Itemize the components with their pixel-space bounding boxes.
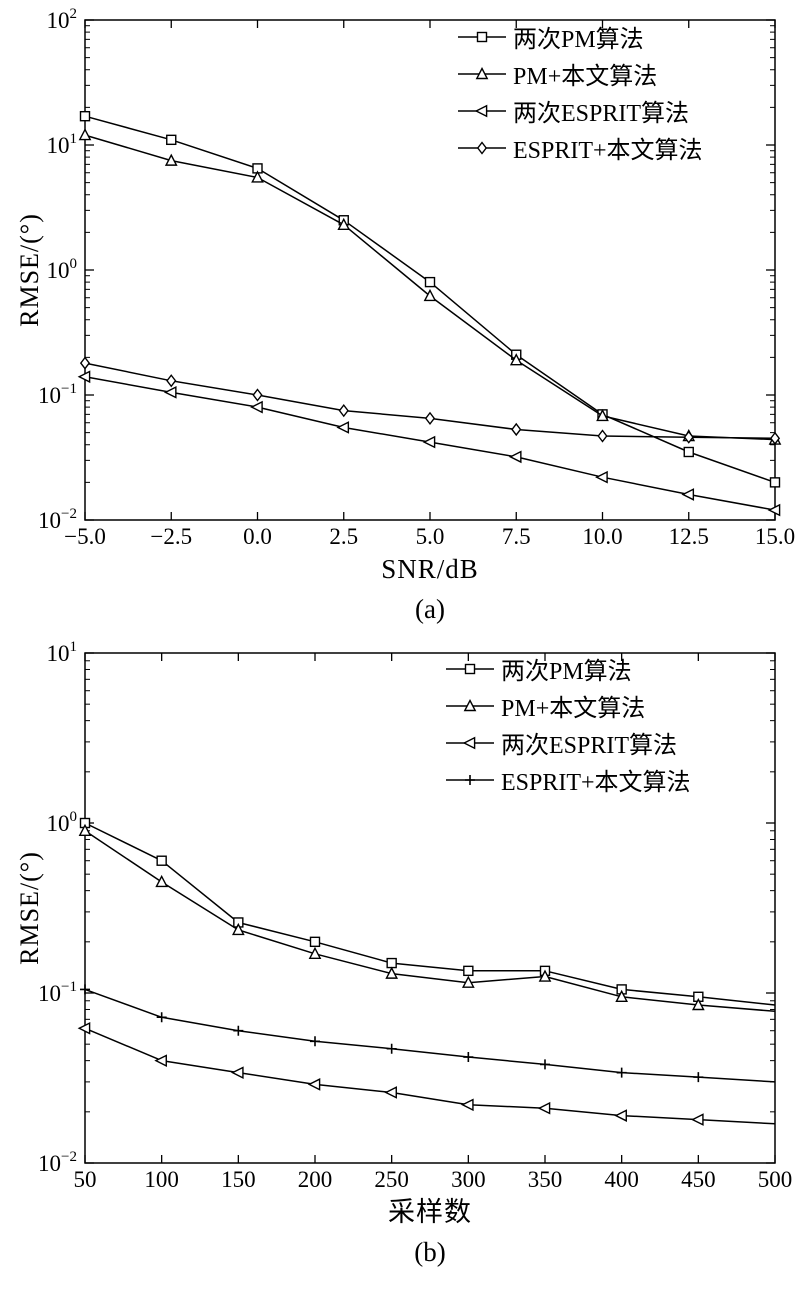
- svg-text:101: 101: [47, 639, 78, 666]
- svg-text:200: 200: [298, 1167, 333, 1192]
- svg-text:250: 250: [374, 1167, 409, 1192]
- legend-a: 两次PM算法 PM+本文算法 两次ESPRIT算法 ESPRIT+本文算法: [456, 20, 703, 168]
- diamond-marker-icon: [458, 140, 506, 155]
- svg-text:100: 100: [47, 809, 78, 836]
- left-triangle-marker-icon: [458, 104, 506, 117]
- svg-text:10−2: 10−2: [38, 1149, 77, 1176]
- square-marker-icon: [458, 31, 506, 42]
- subfigure-caption-b: (b): [414, 1237, 446, 1267]
- x-axis-label-b: 采样数: [388, 1197, 472, 1227]
- triangle-marker-icon: [458, 66, 506, 79]
- svg-text:−2.5: −2.5: [150, 524, 192, 549]
- svg-text:0.0: 0.0: [243, 524, 272, 549]
- legend-item: ESPRIT+本文算法: [444, 763, 691, 796]
- svg-text:500: 500: [758, 1167, 793, 1192]
- left-triangle-marker-icon: [446, 736, 494, 749]
- legend-item: 两次PM算法: [444, 652, 691, 685]
- plot-area-a: −5.0 −2.5 0.0 2.5 5.0 7.5 10.0 12.5 15.0 10−2 10−1…: [0, 0, 800, 550]
- subfigure-a: −5.0 −2.5 0.0 2.5 5.0 7.5 10.0 12.5 15.0 10−2 10−1…: [0, 0, 800, 628]
- legend-label: 两次PM算法: [513, 27, 644, 53]
- legend-label: ESPRIT+本文算法: [513, 138, 703, 164]
- legend-label: ESPRIT+本文算法: [501, 770, 691, 796]
- svg-text:50: 50: [74, 1167, 97, 1192]
- x-axis-label-a: SNR/dB: [381, 554, 479, 584]
- svg-text:450: 450: [681, 1167, 716, 1192]
- svg-text:300: 300: [451, 1167, 486, 1192]
- svg-text:7.5: 7.5: [502, 524, 531, 549]
- legend-label: PM+本文算法: [501, 696, 646, 722]
- svg-text:100: 100: [47, 256, 78, 283]
- legend-b: 两次PM算法 PM+本文算法 两次ESPRIT算法 ESPRIT+本文算法: [444, 652, 691, 800]
- square-marker-icon: [446, 663, 494, 674]
- svg-text:150: 150: [221, 1167, 256, 1192]
- svg-text:100: 100: [144, 1167, 179, 1192]
- chart-a-canvas: −5.0 −2.5 0.0 2.5 5.0 7.5 10.0 12.5 15.0 10−2 10−1…: [38, 6, 795, 549]
- svg-text:350: 350: [528, 1167, 563, 1192]
- legend-label: 两次ESPRIT算法: [513, 101, 690, 127]
- svg-text:10−1: 10−1: [38, 381, 77, 408]
- svg-text:12.5: 12.5: [669, 524, 709, 549]
- svg-text:−5.0: −5.0: [64, 524, 106, 549]
- svg-text:10−1: 10−1: [38, 979, 77, 1006]
- svg-text:10.0: 10.0: [582, 524, 622, 549]
- legend-item: 两次ESPRIT算法: [456, 94, 703, 127]
- legend-item: 两次ESPRIT算法: [444, 726, 691, 759]
- subfigure-b: 50 100 150 200 250 300 350 400 450 500 10−2 10−1 100…: [0, 628, 800, 1271]
- legend-label: 两次PM算法: [501, 659, 632, 685]
- legend-label: PM+本文算法: [513, 64, 658, 90]
- chart-b-canvas: 50 100 150 200 250 300 350 400 450 500 10−2 10−1 100…: [38, 639, 793, 1192]
- legend-label: 两次ESPRIT算法: [501, 733, 678, 759]
- svg-text:10−2: 10−2: [38, 506, 77, 533]
- subfigure-caption-a: (a): [415, 594, 445, 624]
- svg-text:102: 102: [47, 6, 78, 33]
- plus-marker-icon: [446, 774, 494, 785]
- svg-text:5.0: 5.0: [416, 524, 445, 549]
- svg-text:2.5: 2.5: [329, 524, 358, 549]
- legend-item: ESPRIT+本文算法: [456, 131, 703, 164]
- legend-item: PM+本文算法: [444, 689, 691, 722]
- svg-text:101: 101: [47, 131, 78, 158]
- triangle-marker-icon: [446, 698, 494, 711]
- legend-item: PM+本文算法: [456, 57, 703, 90]
- svg-text:400: 400: [604, 1167, 639, 1192]
- svg-text:15.0: 15.0: [755, 524, 795, 549]
- legend-item: 两次PM算法: [456, 20, 703, 53]
- plot-area-b: 50 100 150 200 250 300 350 400 450 500 10−2 10−1 100…: [0, 628, 800, 1193]
